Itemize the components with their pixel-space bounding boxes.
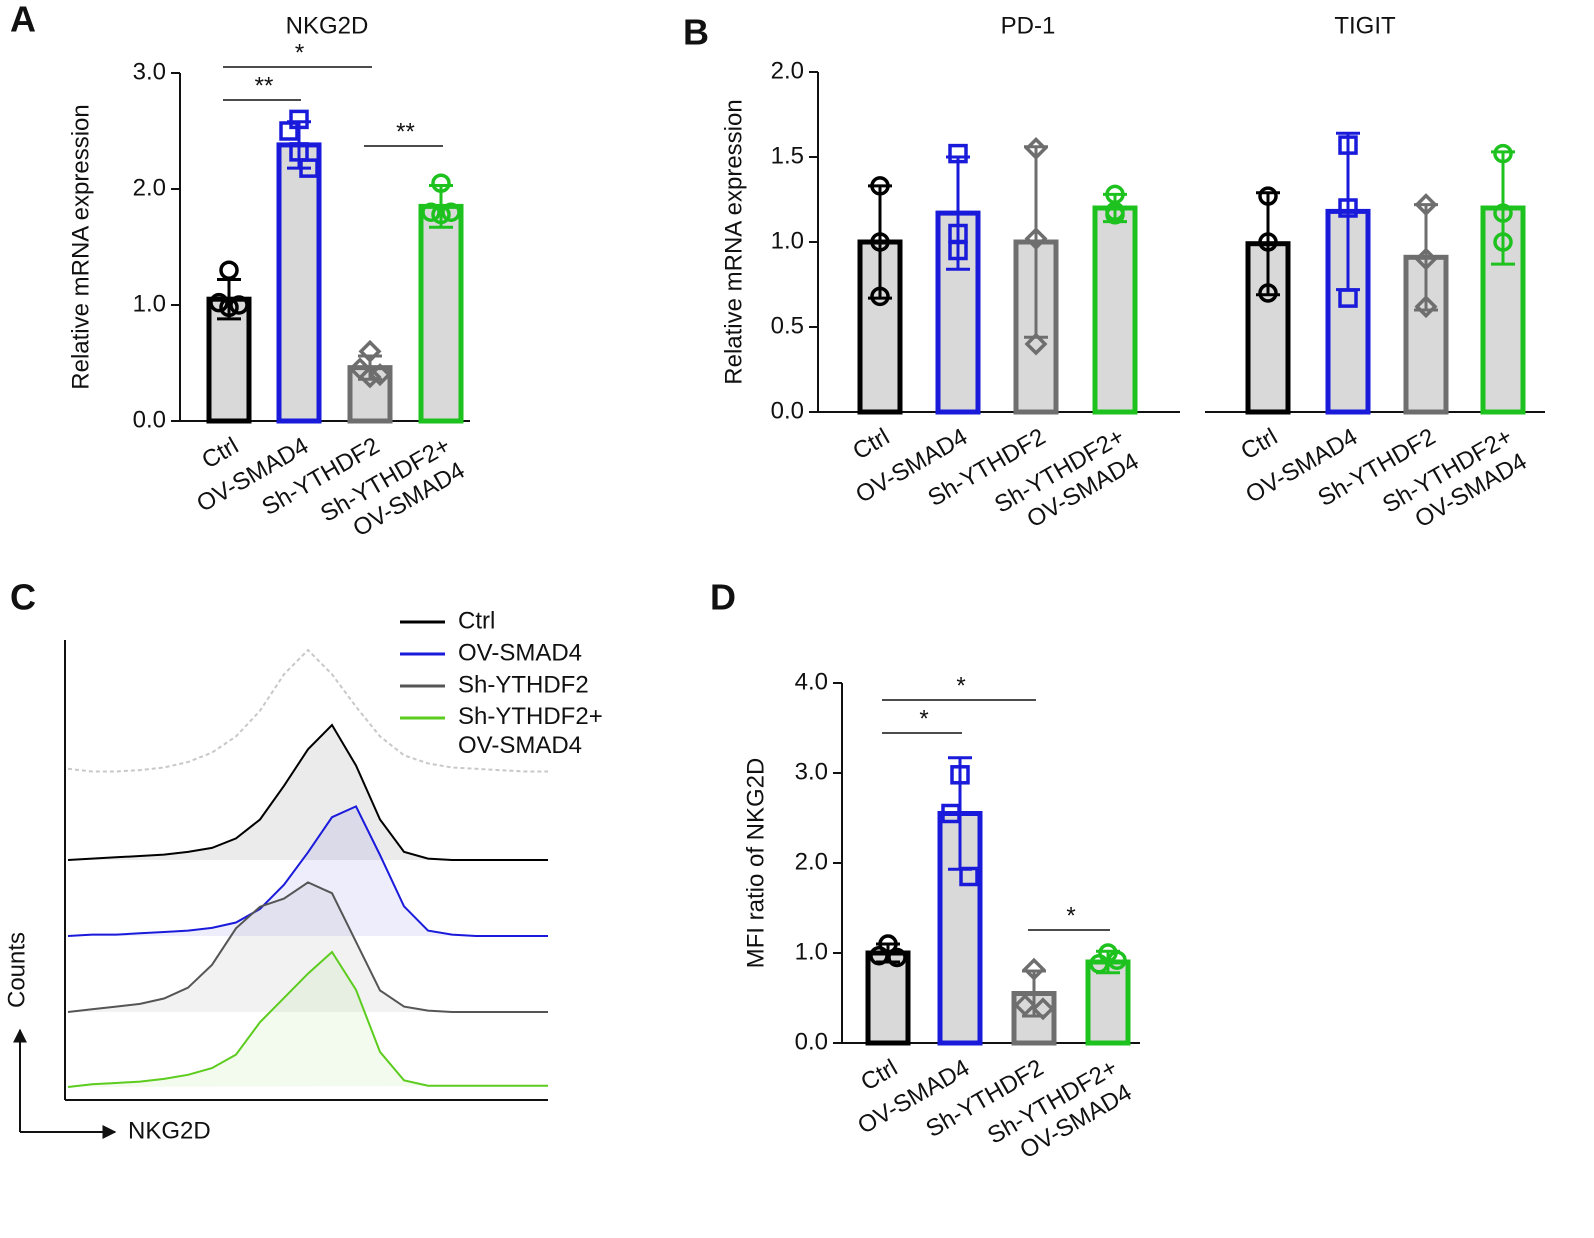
data-point bbox=[279, 121, 299, 141]
data-point bbox=[1414, 193, 1438, 217]
data-point bbox=[431, 173, 451, 193]
data-point bbox=[1493, 203, 1513, 223]
y-axis-title: Relative mRNA expression bbox=[67, 104, 94, 389]
x-tick-label: Ctrl bbox=[1236, 423, 1282, 465]
y-tick-label: 2.0 bbox=[133, 174, 166, 201]
histogram-curve bbox=[67, 881, 548, 1013]
panel-letter: A bbox=[10, 0, 36, 40]
y-tick-label: 1.0 bbox=[133, 290, 166, 317]
data-point bbox=[1258, 232, 1278, 252]
data-point bbox=[948, 143, 968, 164]
panel-letter: C bbox=[10, 577, 36, 618]
legend-label: Sh-YTHDF2 bbox=[458, 671, 589, 698]
data-point bbox=[358, 339, 382, 363]
data-point bbox=[1013, 993, 1037, 1017]
y-tick-label: 4.0 bbox=[795, 668, 828, 695]
data-point bbox=[870, 232, 890, 252]
data-point bbox=[209, 292, 229, 313]
data-point bbox=[229, 295, 249, 315]
data-point bbox=[869, 945, 889, 966]
y-tick-label: 2.0 bbox=[795, 848, 828, 875]
data-point bbox=[950, 765, 970, 785]
data-point bbox=[1338, 135, 1358, 155]
y-tick-label: 3.0 bbox=[133, 58, 166, 85]
y-tick-label: 0.0 bbox=[771, 397, 804, 424]
bar bbox=[1085, 959, 1131, 1046]
y-tick-label: 1.0 bbox=[771, 227, 804, 254]
x-tick-label: Ctrl bbox=[856, 1054, 902, 1096]
y-tick-label: 3.0 bbox=[795, 758, 828, 785]
data-point bbox=[1338, 198, 1358, 218]
data-point bbox=[1338, 288, 1358, 308]
data-point bbox=[1258, 186, 1278, 206]
data-point bbox=[219, 297, 239, 318]
data-point bbox=[959, 866, 979, 887]
data-point bbox=[1089, 954, 1109, 974]
significance-label: ** bbox=[396, 118, 415, 145]
data-point bbox=[1493, 232, 1513, 252]
data-point bbox=[1105, 205, 1125, 225]
y-tick-label: 1.0 bbox=[795, 938, 828, 965]
data-point bbox=[1022, 957, 1046, 981]
data-point bbox=[870, 286, 890, 307]
group-title: PD-1 bbox=[1001, 12, 1056, 39]
significance-label: * bbox=[956, 672, 965, 699]
y-axis-title: Relative mRNA expression bbox=[720, 99, 747, 384]
data-point bbox=[431, 204, 451, 225]
chart-title: NKG2D bbox=[286, 12, 369, 39]
data-point bbox=[441, 202, 461, 222]
histogram-curve bbox=[67, 723, 548, 861]
bar bbox=[865, 950, 911, 1046]
data-point bbox=[941, 803, 961, 824]
histogram-curve bbox=[67, 950, 548, 1088]
data-point bbox=[421, 202, 441, 222]
significance-label: * bbox=[919, 705, 928, 732]
data-point bbox=[887, 947, 907, 968]
y-tick-label: 0.5 bbox=[771, 312, 804, 339]
data-point bbox=[948, 240, 968, 261]
data-point bbox=[289, 109, 309, 130]
data-point bbox=[1024, 137, 1048, 160]
data-point bbox=[1414, 295, 1438, 319]
y-tick-label: 0.0 bbox=[795, 1028, 828, 1055]
significance-label: * bbox=[1066, 902, 1075, 929]
x-tick-label: Ctrl bbox=[848, 423, 894, 465]
legend-label: OV-SMAD4 bbox=[458, 639, 582, 666]
data-point bbox=[368, 363, 392, 387]
data-point bbox=[289, 142, 309, 162]
legend-label: Sh-YTHDF2+ OV-SMAD4 bbox=[458, 703, 603, 759]
histogram-curve bbox=[67, 648, 548, 773]
data-point bbox=[870, 176, 890, 196]
data-point bbox=[299, 158, 319, 178]
y-axis-title: MFI ratio of NKG2D bbox=[742, 758, 769, 969]
data-point bbox=[1024, 332, 1048, 356]
bar bbox=[276, 142, 322, 424]
bar bbox=[418, 203, 464, 424]
panel-letter: B bbox=[683, 12, 709, 53]
data-point bbox=[358, 365, 382, 389]
histogram-curve bbox=[67, 805, 548, 937]
data-point bbox=[219, 260, 239, 280]
data-point bbox=[1493, 143, 1513, 164]
y-axis-title: Counts bbox=[3, 932, 30, 1008]
data-point bbox=[1024, 227, 1048, 251]
y-tick-label: 1.5 bbox=[771, 142, 804, 169]
y-tick-label: 0.0 bbox=[133, 406, 166, 433]
y-tick-label: 2.0 bbox=[771, 57, 804, 84]
data-point bbox=[1031, 997, 1055, 1021]
significance-label: * bbox=[295, 39, 304, 66]
data-point bbox=[1414, 247, 1438, 271]
data-point bbox=[1258, 283, 1278, 303]
bar bbox=[1092, 205, 1138, 415]
group-title: TIGIT bbox=[1334, 12, 1396, 39]
legend-label: Ctrl bbox=[458, 607, 495, 634]
x-axis-title: NKG2D bbox=[128, 1117, 211, 1144]
data-point bbox=[1107, 950, 1127, 970]
significance-label: ** bbox=[255, 72, 274, 99]
panel-letter: D bbox=[710, 577, 736, 618]
